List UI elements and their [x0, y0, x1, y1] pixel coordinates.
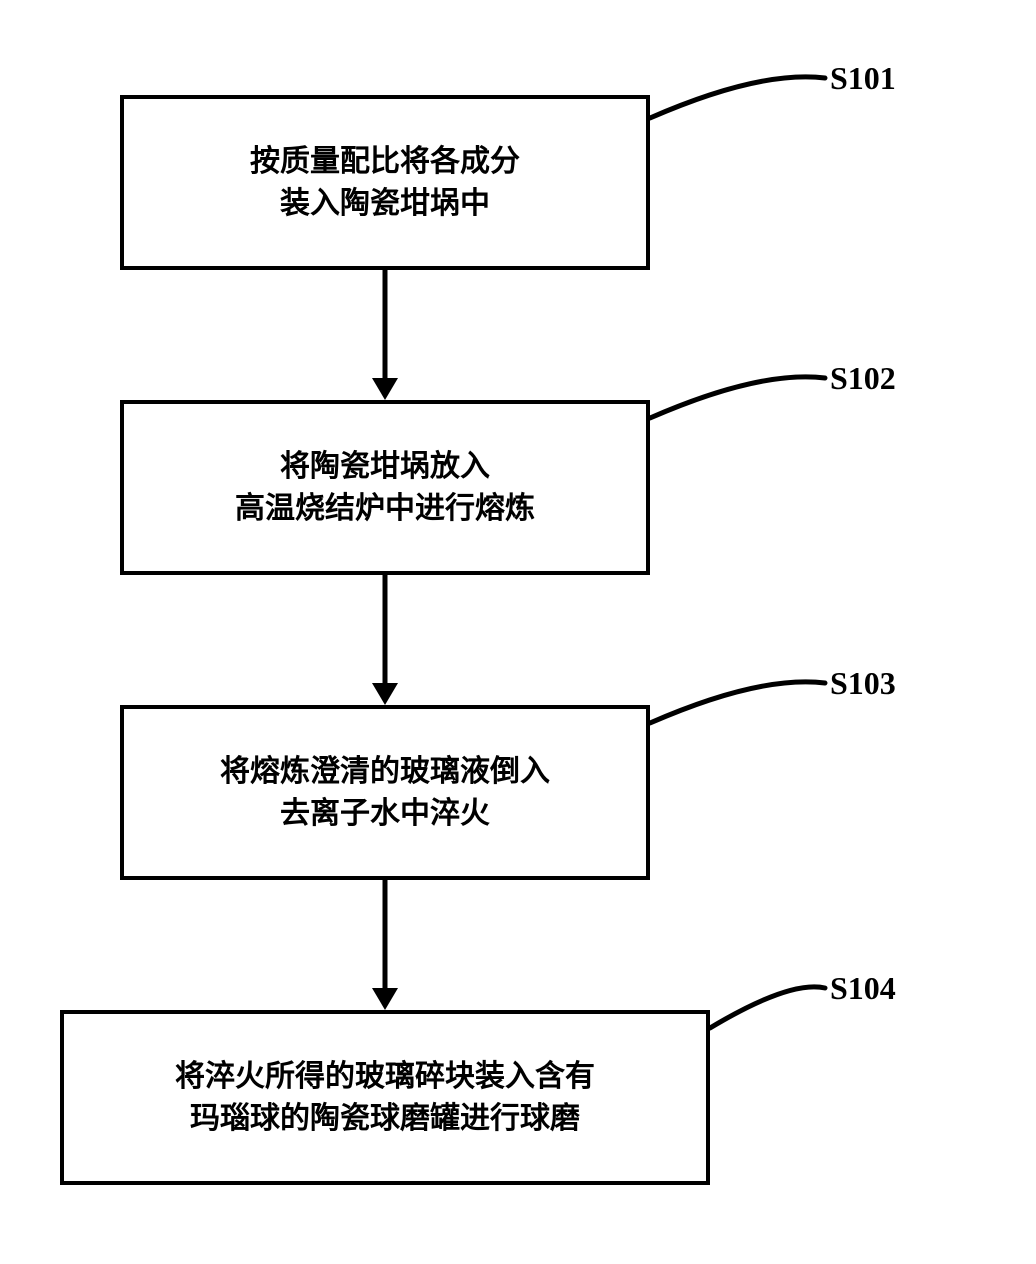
step-label-s103: S103 [830, 665, 896, 702]
callout-curve-s102 [645, 365, 830, 423]
step-text-line: 高温烧结炉中进行熔炼 [235, 488, 535, 530]
step-text-line: 按质量配比将各成分 [250, 141, 520, 183]
callout-curve-s103 [645, 670, 830, 728]
step-text-line: 将淬火所得的玻璃碎块装入含有 [175, 1056, 595, 1098]
step-box-s102: 将陶瓷坩埚放入高温烧结炉中进行熔炼 [120, 400, 650, 575]
step-box-s103: 将熔炼澄清的玻璃液倒入去离子水中淬火 [120, 705, 650, 880]
step-label-s102: S102 [830, 360, 896, 397]
arrow-s101-to-s102 [367, 270, 403, 400]
callout-curve-s101 [645, 65, 830, 123]
step-text-line: 将熔炼澄清的玻璃液倒入 [220, 751, 550, 793]
step-label-s104: S104 [830, 970, 896, 1007]
step-box-s101: 按质量配比将各成分装入陶瓷坩埚中 [120, 95, 650, 270]
step-text-line: 玛瑙球的陶瓷球磨罐进行球磨 [190, 1098, 580, 1140]
flowchart-canvas: 按质量配比将各成分装入陶瓷坩埚中 S101 将陶瓷坩埚放入高温烧结炉中进行熔炼 S10… [0, 0, 1036, 1264]
callout-curve-s104 [705, 975, 830, 1033]
step-label-s101: S101 [830, 60, 896, 97]
step-text-line: 将陶瓷坩埚放入 [280, 446, 490, 488]
step-text-line: 去离子水中淬火 [280, 793, 490, 835]
arrow-s103-to-s104 [367, 880, 403, 1010]
arrow-s102-to-s103 [367, 575, 403, 705]
step-box-s104: 将淬火所得的玻璃碎块装入含有玛瑙球的陶瓷球磨罐进行球磨 [60, 1010, 710, 1185]
step-text-line: 装入陶瓷坩埚中 [280, 183, 490, 225]
